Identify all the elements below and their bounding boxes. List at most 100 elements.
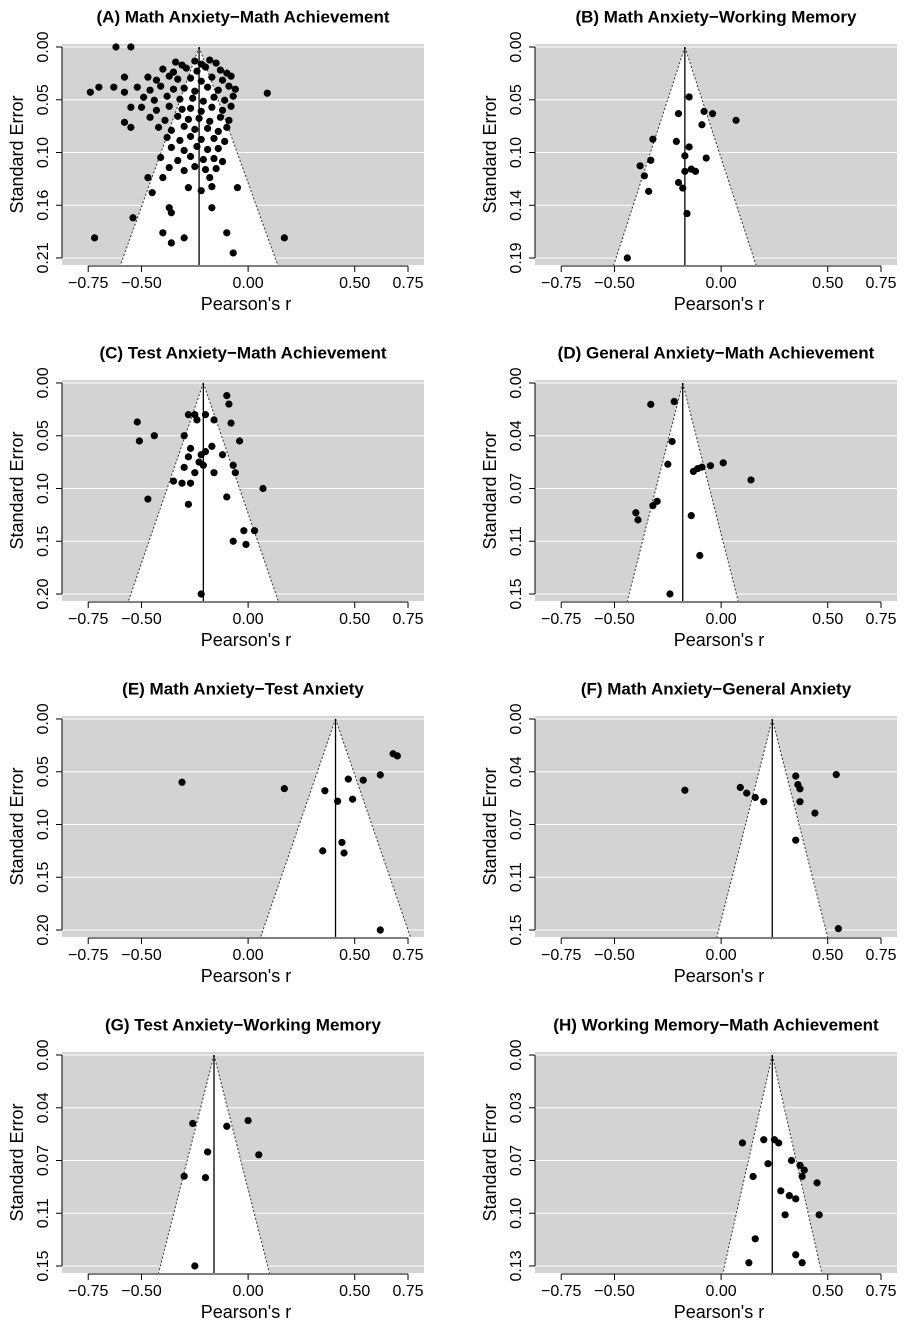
point (698, 463, 706, 471)
point (334, 797, 342, 805)
x-tick-label: 0.75 (865, 947, 896, 964)
funnel-edge (771, 1054, 823, 1274)
point (112, 43, 120, 51)
point (834, 924, 842, 933)
x-axis-label: Pearson's r (201, 1302, 291, 1321)
point (157, 82, 165, 90)
point (144, 73, 152, 81)
point (176, 95, 184, 103)
point (815, 1211, 823, 1219)
point (214, 86, 222, 94)
point (189, 94, 197, 102)
point (698, 121, 706, 129)
panel-title: (A) Math Anxiety−Math Achievement (97, 7, 390, 26)
point (201, 1174, 210, 1182)
point (180, 122, 188, 130)
point (210, 93, 218, 101)
point (672, 137, 680, 145)
point (227, 72, 235, 80)
point (227, 419, 235, 427)
point (244, 1116, 252, 1125)
point (255, 1151, 263, 1159)
point (645, 187, 653, 195)
point (180, 463, 188, 471)
funnel-edge (626, 382, 684, 602)
point (210, 154, 218, 163)
y-tick-label: 0.04 (508, 756, 525, 787)
point (229, 92, 237, 100)
point (681, 167, 689, 175)
point (233, 184, 242, 192)
point (376, 926, 384, 934)
point (225, 82, 233, 90)
x-tick-label: 0.50 (339, 611, 370, 628)
y-tick-label: 0.15 (35, 1250, 52, 1281)
x-tick-label: 0.75 (865, 275, 896, 292)
point (174, 156, 182, 165)
point (212, 59, 220, 67)
point (186, 104, 195, 112)
y-tick-label: 0.05 (35, 84, 52, 115)
panel-title: (F) Math Anxiety−General Anxiety (581, 679, 852, 698)
point (670, 397, 678, 406)
point (280, 785, 288, 793)
point (169, 85, 178, 93)
point (229, 537, 237, 545)
x-tick-label: 0.00 (706, 275, 737, 292)
point (210, 416, 218, 424)
point (280, 234, 288, 242)
point (749, 1172, 757, 1181)
y-tick-label: 0.15 (508, 914, 525, 945)
y-tick-label: 0.13 (508, 1250, 525, 1281)
point (191, 87, 199, 95)
x-tick-label: 0.00 (233, 947, 264, 964)
x-tick-label: 0.75 (865, 1283, 896, 1300)
point (647, 400, 655, 408)
point (189, 1119, 197, 1128)
point (781, 1211, 789, 1219)
point (120, 88, 129, 96)
point (250, 527, 259, 535)
x-axis-label: Pearson's r (201, 294, 291, 314)
point (133, 83, 141, 91)
point (223, 229, 231, 237)
point (91, 234, 99, 242)
point (150, 96, 158, 104)
point (191, 125, 199, 133)
point (180, 432, 188, 440)
point (689, 467, 698, 475)
point (127, 123, 135, 131)
point (184, 411, 193, 419)
point (172, 58, 180, 66)
point (180, 234, 188, 242)
y-tick-label: 0.00 (508, 1039, 525, 1070)
point (208, 103, 216, 111)
point (338, 838, 346, 847)
point (668, 437, 676, 446)
x-tick-label: 0.00 (706, 947, 737, 964)
point (218, 106, 227, 114)
point (743, 789, 751, 797)
point (798, 1259, 806, 1267)
point (792, 836, 800, 844)
point (340, 849, 348, 857)
x-axis-label: Pearson's r (674, 294, 764, 314)
point (197, 107, 205, 115)
x-tick-label: −0.75 (68, 275, 109, 292)
x-tick-label: −0.75 (541, 947, 582, 964)
point (218, 451, 227, 459)
point (221, 137, 229, 146)
point (785, 1192, 793, 1200)
point (127, 103, 135, 111)
point (174, 112, 182, 120)
panel: (F) Math Anxiety−General Anxiety 0.00 0.04… (480, 679, 897, 986)
point (208, 204, 216, 212)
y-tick-label: 0.10 (35, 809, 52, 840)
point (129, 214, 137, 222)
point (210, 134, 218, 143)
point (223, 1122, 231, 1130)
y-tick-label: 0.10 (508, 137, 525, 168)
x-tick-label: −0.50 (594, 611, 635, 628)
point (259, 484, 267, 493)
